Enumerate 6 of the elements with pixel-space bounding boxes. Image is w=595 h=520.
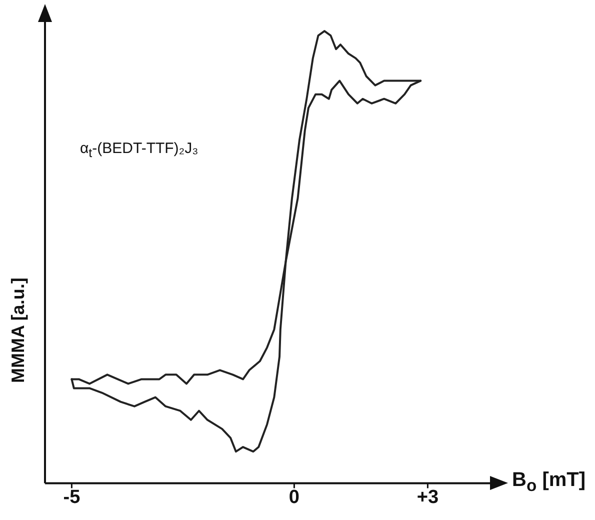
x-tick-label: 0 [288,486,300,508]
y-axis-title: MMMA [a.u.] [8,277,29,383]
x-tick-label: -5 [63,486,81,508]
x-tick-label: +3 [416,486,439,508]
annotation: α$_{t}$-(BEDT-TTF)₂J₃ [80,140,198,160]
x-axis-title: B$_{o}$ [mT] [512,469,586,496]
